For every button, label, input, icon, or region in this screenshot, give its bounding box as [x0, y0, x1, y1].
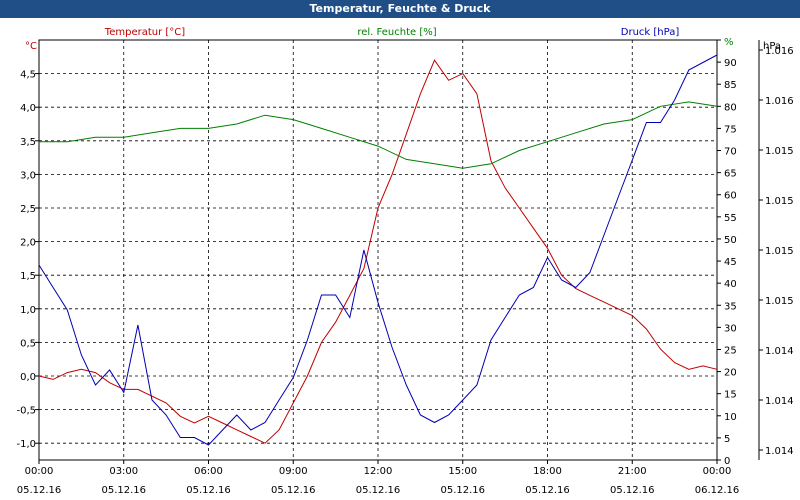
series-lines — [38, 54, 718, 446]
pressure-tick-label: 1.015 — [765, 296, 794, 307]
time-tick-label: 06:00 — [194, 466, 223, 477]
date-tick-label: 05.12.16 — [356, 485, 401, 496]
date-tick-label: 05.12.16 — [271, 485, 316, 496]
grid-lines — [39, 40, 717, 460]
temperature-tick-label: 0,0 — [20, 372, 36, 383]
pressure-tick-label: 1.014 — [765, 346, 794, 357]
pressure-unit-label: hPa — [763, 41, 781, 52]
humidity-tick-label: 0 — [724, 456, 730, 467]
humidity-tick-label: 15 — [724, 390, 737, 401]
temperature-header: Temperatur [°C] — [104, 27, 185, 38]
humidity-tick-label: 40 — [724, 279, 737, 290]
window-title: Temperatur, Feuchte & Druck — [0, 0, 800, 18]
time-tick-label: 15:00 — [448, 466, 477, 477]
series-line-pressure — [38, 54, 718, 446]
temperature-tick-label: 4,0 — [20, 103, 36, 114]
humidity-unit-label: % — [724, 37, 734, 48]
humidity-axis: % 0 5 10 15 20 25 30 35 40 45 50 55 60 65 70 75 80 85 90 — [717, 37, 737, 467]
time-tick-label: 21:00 — [618, 466, 647, 477]
humidity-tick-label: 65 — [724, 169, 737, 180]
humidity-tick-label: 25 — [724, 345, 737, 356]
date-tick-label: 05.12.16 — [186, 485, 231, 496]
temperature-tick-label: 0,5 — [20, 338, 36, 349]
temperature-tick-label: 1,5 — [20, 271, 36, 282]
temperature-tick-label: -1,0 — [16, 439, 36, 450]
pressure-tick-label: 1.015 — [765, 196, 794, 207]
temperature-tick-label: -0,5 — [16, 406, 36, 417]
temperature-tick-label: 1,0 — [20, 305, 36, 316]
humidity-tick-label: 70 — [724, 147, 737, 158]
time-tick-label: 00:00 — [25, 466, 54, 477]
series-line-temperature — [38, 59, 718, 444]
humidity-tick-label: 90 — [724, 58, 737, 69]
date-tick-label: 05.12.16 — [610, 485, 655, 496]
humidity-tick-label: 80 — [724, 102, 737, 113]
weather-chart: °C -1,0 -0,5 0,0 0,5 1,0 1,5 2,0 2,5 3,0 3,5 4,0 4,5… — [16, 27, 794, 496]
temperature-tick-label: 3,5 — [20, 137, 36, 148]
humidity-tick-label: 75 — [724, 124, 737, 135]
temperature-tick-label: 3,0 — [20, 170, 36, 181]
pressure-tick-label: 1.016 — [765, 96, 794, 107]
pressure-tick-label: 1.014 — [765, 446, 794, 457]
series-line-humidity — [39, 101, 718, 169]
humidity-tick-label: 20 — [724, 368, 737, 379]
pressure-tick-label: 1.016 — [765, 46, 794, 57]
pressure-axis: hPa 1.014 1.014 1.014 1.015 1.015 1.015 1.015 1.… — [758, 40, 794, 460]
date-tick-label: 05.12.16 — [440, 485, 485, 496]
humidity-tick-label: 30 — [724, 323, 737, 334]
humidity-tick-label: 5 — [724, 434, 730, 445]
date-tick-label: 05.12.16 — [17, 485, 62, 496]
temperature-tick-label: 2,0 — [20, 238, 36, 249]
humidity-tick-label: 50 — [724, 235, 737, 246]
date-tick-label: 05.12.16 — [525, 485, 570, 496]
time-tick-label: 18:00 — [533, 466, 562, 477]
humidity-tick-label: 60 — [724, 191, 737, 202]
pressure-tick-label: 1.015 — [765, 246, 794, 257]
time-tick-label: 12:00 — [364, 466, 393, 477]
humidity-tick-label: 10 — [724, 412, 737, 423]
humidity-header: rel. Feuchte [%] — [357, 27, 436, 38]
humidity-tick-label: 45 — [724, 257, 737, 268]
temperature-tick-label: 4,5 — [20, 70, 36, 81]
axis-headers: Temperatur [°C] rel. Feuchte [%] Druck [hP… — [104, 27, 680, 38]
temperature-tick-label: 2,5 — [20, 204, 36, 215]
time-tick-label: 00:00 — [703, 466, 732, 477]
pressure-tick-label: 1.015 — [765, 146, 794, 157]
date-tick-label: 05.12.16 — [101, 485, 146, 496]
humidity-tick-label: 35 — [724, 301, 737, 312]
date-tick-label: 06.12.16 — [695, 485, 740, 496]
pressure-header: Druck [hPa] — [621, 27, 680, 38]
time-tick-label: 09:00 — [279, 466, 308, 477]
humidity-tick-label: 55 — [724, 213, 737, 224]
pressure-tick-label: 1.014 — [765, 396, 794, 407]
temperature-unit-label: °C — [25, 41, 37, 52]
temperature-axis: °C -1,0 -0,5 0,0 0,5 1,0 1,5 2,0 2,5 3,0 3,5 4,0 4,5 — [16, 41, 39, 450]
time-axis: 00:00 05.12.16 03:00 05.12.16 06:00 05.12.16 0… — [17, 460, 740, 496]
humidity-tick-label: 85 — [724, 80, 737, 91]
time-tick-label: 03:00 — [109, 466, 138, 477]
